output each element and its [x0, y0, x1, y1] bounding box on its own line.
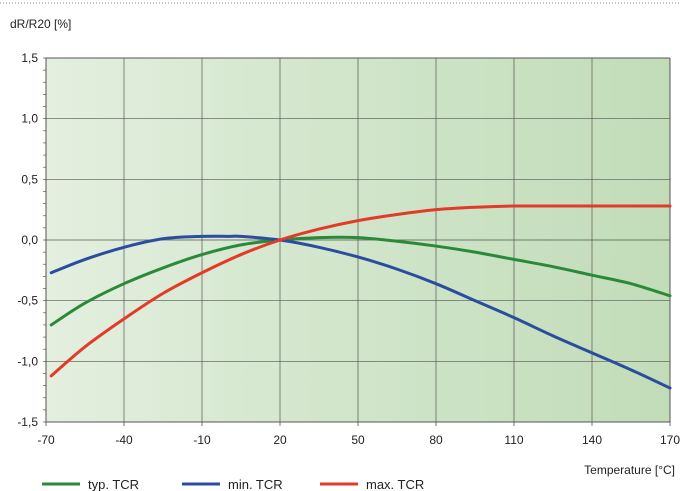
x-axis-title: Temperature [°C]	[584, 463, 675, 477]
y-axis-title: dR/R20 [%]	[10, 17, 71, 31]
x-tick-label: 20	[273, 433, 287, 447]
legend-label-min-tcr: min. TCR	[228, 477, 283, 491]
series-line-typ-tcr	[49, 235, 672, 327]
series-lines	[49, 204, 672, 390]
x-tick-label: 140	[582, 433, 602, 447]
x-tick-label: -10	[193, 433, 211, 447]
y-minor-ticks	[43, 57, 671, 426]
x-tick-labels: -70 -40 -10 20 50 80 110 140 170	[37, 433, 680, 447]
y-tick-label: -0,5	[17, 294, 38, 308]
y-tick-label: 1,0	[21, 112, 38, 126]
series-line-min-tcr	[49, 234, 672, 390]
x-tick-label: -40	[115, 433, 133, 447]
series-line-max-tcr	[49, 204, 672, 378]
y-tick-label: 0,0	[21, 233, 38, 247]
legend-label-typ-tcr: typ. TCR	[88, 477, 139, 491]
y-tick-label: -1,5	[17, 415, 38, 429]
x-tick-label: 50	[351, 433, 365, 447]
x-tick-label: -70	[37, 433, 55, 447]
x-tick-label: 110	[504, 433, 523, 447]
y-tick-label: 1,5	[21, 51, 38, 65]
y-tick-label: -1,0	[17, 354, 38, 368]
x-tick-label: 170	[660, 433, 680, 447]
legend-label-max-tcr: max. TCR	[366, 477, 424, 491]
y-tick-label: 0,5	[21, 172, 38, 186]
legend: typ. TCR min. TCR max. TCR	[42, 477, 424, 491]
x-tick-label: 80	[429, 433, 443, 447]
y-tick-labels: 1,5 1,0 0,5 0,0 -0,5 -1,0 -1,5	[17, 51, 38, 429]
